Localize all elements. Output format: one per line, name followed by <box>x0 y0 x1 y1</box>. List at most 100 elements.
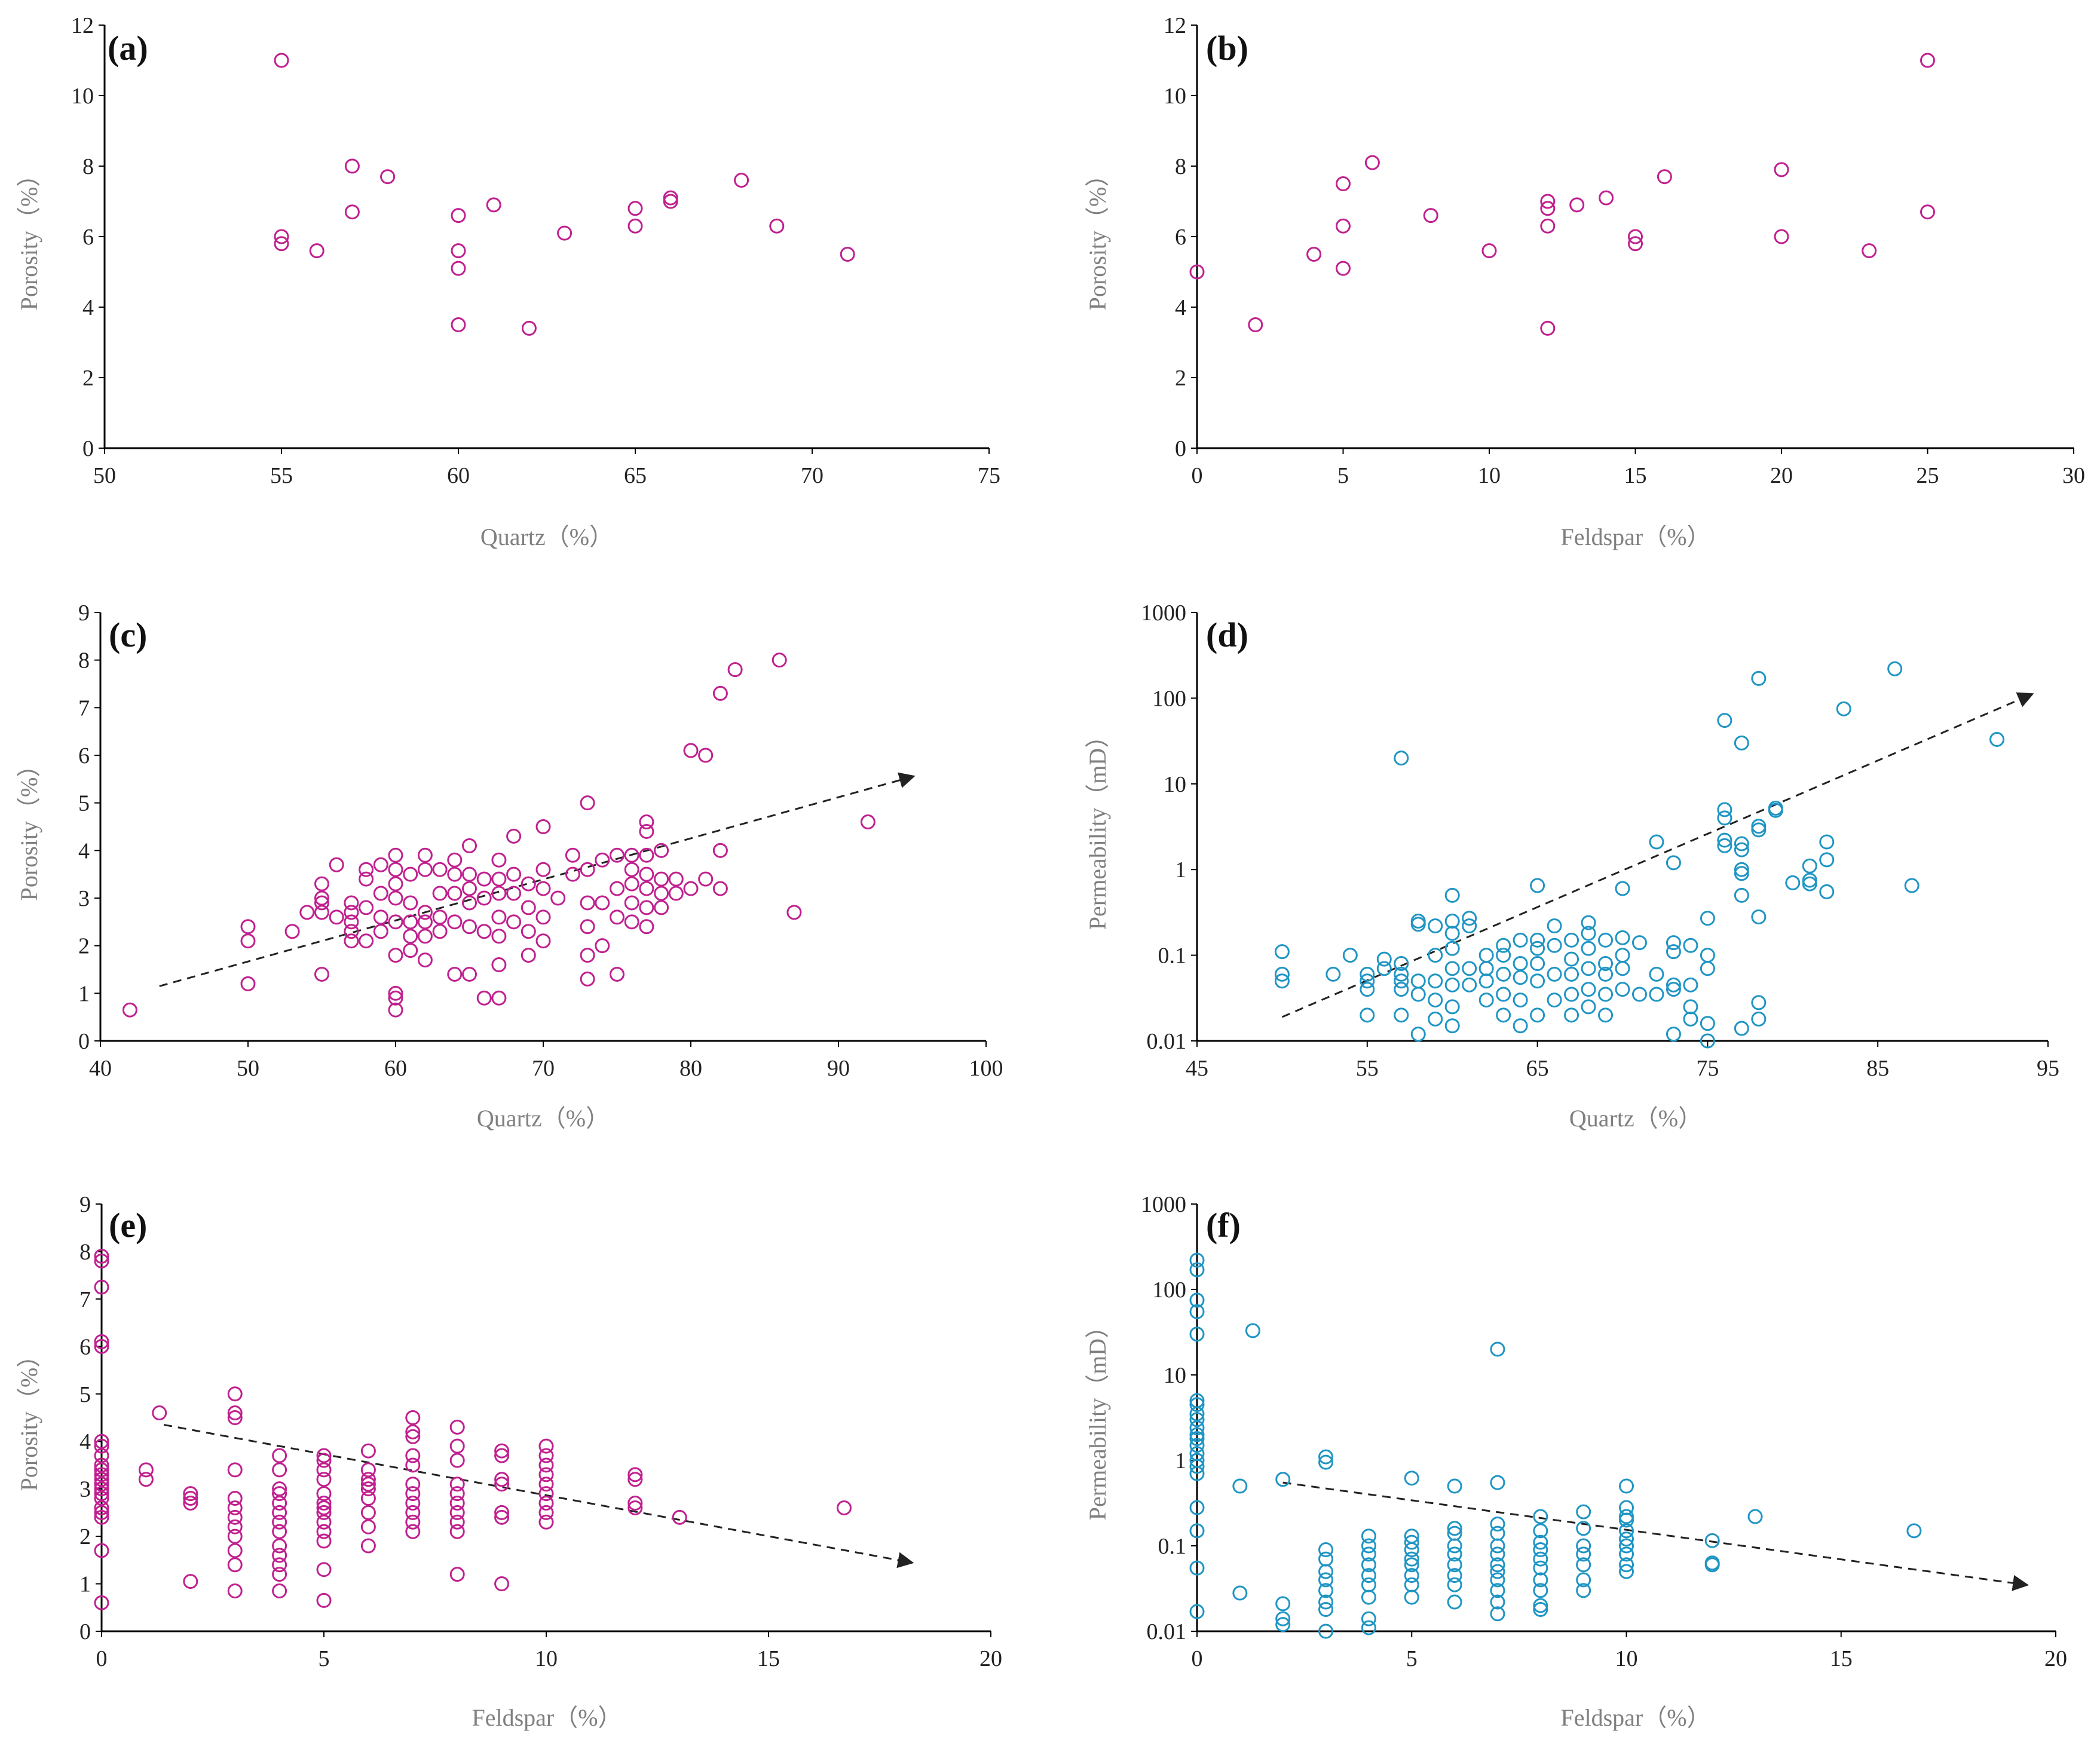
x-tick-label-d: 55 <box>1356 1056 1379 1081</box>
data-point-e <box>94 1595 109 1610</box>
data-point-d <box>1478 973 1494 989</box>
y-tick-label-a: 12 <box>71 13 94 38</box>
data-point-f <box>1533 1534 1548 1550</box>
data-point-c <box>639 881 654 896</box>
data-point-e <box>836 1500 852 1515</box>
data-point-c <box>447 866 463 882</box>
data-point-b <box>1336 218 1351 234</box>
data-point-b <box>1540 201 1556 216</box>
x-tick-label-b: 15 <box>1624 463 1647 488</box>
data-point-e <box>316 1592 332 1608</box>
data-point-d <box>1751 819 1767 834</box>
data-point-f <box>1275 1472 1291 1487</box>
data-point-d <box>1768 802 1783 818</box>
x-tick-label-d: 45 <box>1186 1056 1208 1081</box>
data-point-f <box>1404 1534 1419 1550</box>
data-point-e <box>94 1472 109 1487</box>
data-point-c <box>580 919 595 935</box>
data-point-c <box>476 924 492 939</box>
y-tick-label-a: 4 <box>82 295 94 320</box>
data-point-d <box>1666 1027 1681 1042</box>
data-point-f <box>1533 1551 1548 1567</box>
data-point-e <box>94 1467 109 1482</box>
y-tick-label-e: 1 <box>79 1572 91 1597</box>
data-point-f <box>1404 1471 1419 1486</box>
data-point-c <box>580 971 595 987</box>
data-point-f <box>1490 1526 1505 1541</box>
data-point-e <box>272 1557 287 1573</box>
data-point-c <box>417 929 433 944</box>
data-point-a <box>769 218 785 234</box>
data-point-d <box>1734 842 1749 857</box>
data-point-f <box>1619 1478 1634 1494</box>
data-point-f <box>1576 1546 1591 1562</box>
data-point-b <box>1189 264 1205 280</box>
data-point-c <box>432 862 448 877</box>
data-point-e <box>360 1481 376 1497</box>
data-point-e <box>538 1496 554 1511</box>
data-point-e <box>94 1457 109 1473</box>
panel-c: (c) Quartz（%） Porosity（%） 40 50 60 70 80 90 10… <box>16 601 1003 1132</box>
y-tick-label-d: 100 <box>1152 686 1186 711</box>
data-point-b <box>1336 261 1351 276</box>
data-point-c <box>462 895 477 911</box>
data-point-e <box>360 1505 376 1520</box>
data-point-e <box>494 1448 510 1463</box>
data-point-e <box>360 1519 376 1534</box>
data-point-e <box>360 1491 376 1506</box>
data-point-a <box>663 194 678 209</box>
data-point-c <box>373 924 388 939</box>
data-point-f <box>1189 1438 1205 1453</box>
data-point-c <box>388 847 403 863</box>
data-point-e <box>405 1496 421 1511</box>
data-point-c <box>417 847 433 863</box>
x-tick-label-a: 70 <box>801 463 824 488</box>
x-tick-label-f: 15 <box>1830 1646 1853 1671</box>
data-point-d <box>1598 987 1614 1002</box>
data-point-d <box>1581 961 1596 976</box>
data-point-f <box>1189 1252 1205 1268</box>
y-tick-label-f: 1 <box>1175 1448 1186 1474</box>
data-point-d <box>1444 1018 1460 1034</box>
data-point-c <box>462 866 477 882</box>
data-point-d <box>1360 982 1375 997</box>
panel-b: (b) Feldspar（%） Porosity（%） 0 5 10 15 20 25 30… <box>1084 13 2085 550</box>
y-tick-label-c: 1 <box>78 981 90 1006</box>
data-point-d <box>1598 955 1614 971</box>
data-point-a <box>451 243 466 259</box>
data-point-d <box>1802 876 1817 892</box>
data-point-a <box>274 236 289 252</box>
y-tick-label-c: 4 <box>78 838 90 863</box>
data-point-c <box>624 895 639 911</box>
data-point-e <box>494 1505 510 1520</box>
data-point-f <box>1619 1523 1634 1539</box>
data-point-d <box>1819 852 1835 868</box>
panel-label-b: (b) <box>1206 29 1248 68</box>
data-point-d <box>1360 966 1375 982</box>
data-point-b <box>1540 194 1556 209</box>
y-tick-label-f: 100 <box>1152 1278 1186 1303</box>
data-point-e <box>538 1448 554 1463</box>
data-point-d <box>1717 832 1732 848</box>
data-point-c <box>373 909 388 925</box>
data-point-c <box>388 876 403 892</box>
data-point-f <box>1533 1572 1548 1588</box>
data-point-d <box>1615 930 1630 945</box>
data-point-e <box>538 1486 554 1502</box>
y-tick-label-e: 5 <box>79 1382 91 1407</box>
data-point-c <box>314 876 329 892</box>
data-point-f <box>1361 1538 1376 1554</box>
data-point-e <box>316 1505 332 1520</box>
y-tick-label-c: 6 <box>78 743 90 768</box>
data-point-f <box>1361 1528 1376 1544</box>
data-point-e <box>449 1524 465 1539</box>
data-point-e <box>405 1424 421 1439</box>
data-point-e <box>94 1500 109 1515</box>
data-point-c <box>639 919 654 935</box>
data-point-b <box>1774 229 1789 244</box>
y-tick-label-f: 0.1 <box>1158 1534 1187 1559</box>
data-point-c <box>476 871 492 887</box>
data-point-a <box>451 208 466 223</box>
data-point-a <box>380 169 396 185</box>
data-point-e <box>94 1481 109 1497</box>
